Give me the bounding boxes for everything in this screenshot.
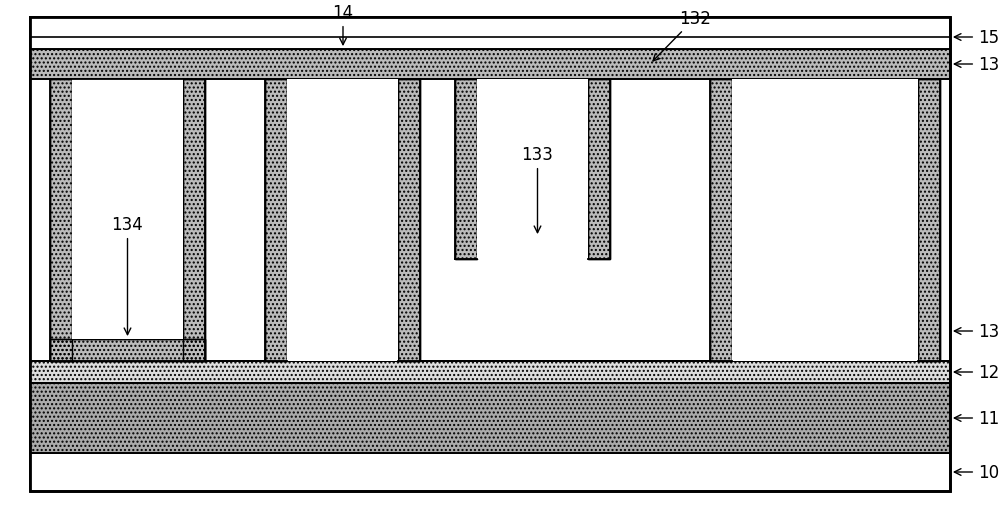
Text: 10: 10 bbox=[954, 463, 999, 481]
Text: 133: 133 bbox=[522, 146, 553, 233]
Bar bbox=[50, 340, 205, 361]
Bar bbox=[30, 453, 950, 491]
Text: 131: 131 bbox=[954, 56, 1000, 74]
Bar bbox=[72, 80, 183, 340]
Bar bbox=[732, 80, 918, 361]
Bar bbox=[455, 80, 477, 260]
Bar bbox=[588, 80, 610, 260]
Bar bbox=[287, 80, 398, 361]
Bar bbox=[398, 80, 420, 361]
Bar bbox=[30, 361, 950, 383]
Bar bbox=[30, 361, 950, 383]
Bar bbox=[398, 80, 420, 361]
Text: 14: 14 bbox=[332, 4, 354, 46]
Bar bbox=[265, 80, 287, 361]
Bar bbox=[918, 80, 940, 361]
Bar bbox=[918, 80, 940, 361]
Bar bbox=[50, 80, 72, 361]
Bar bbox=[50, 80, 205, 361]
Bar bbox=[30, 50, 950, 80]
Bar bbox=[50, 340, 205, 361]
Bar bbox=[30, 38, 950, 50]
Bar bbox=[477, 80, 588, 260]
Text: 13: 13 bbox=[954, 322, 999, 341]
Text: 15: 15 bbox=[954, 29, 999, 47]
Bar bbox=[30, 50, 950, 80]
Bar bbox=[455, 80, 477, 260]
Bar bbox=[50, 80, 72, 361]
Text: 12: 12 bbox=[954, 363, 999, 381]
Bar bbox=[30, 383, 950, 453]
Bar bbox=[710, 80, 732, 361]
Bar bbox=[588, 80, 610, 260]
Bar bbox=[30, 383, 950, 453]
Bar bbox=[183, 80, 205, 361]
Bar bbox=[183, 80, 205, 361]
Text: 11: 11 bbox=[954, 409, 999, 427]
Bar bbox=[710, 80, 732, 361]
Text: 132: 132 bbox=[653, 10, 711, 62]
Text: 134: 134 bbox=[112, 216, 143, 335]
Bar bbox=[265, 80, 287, 361]
Bar bbox=[30, 18, 950, 361]
